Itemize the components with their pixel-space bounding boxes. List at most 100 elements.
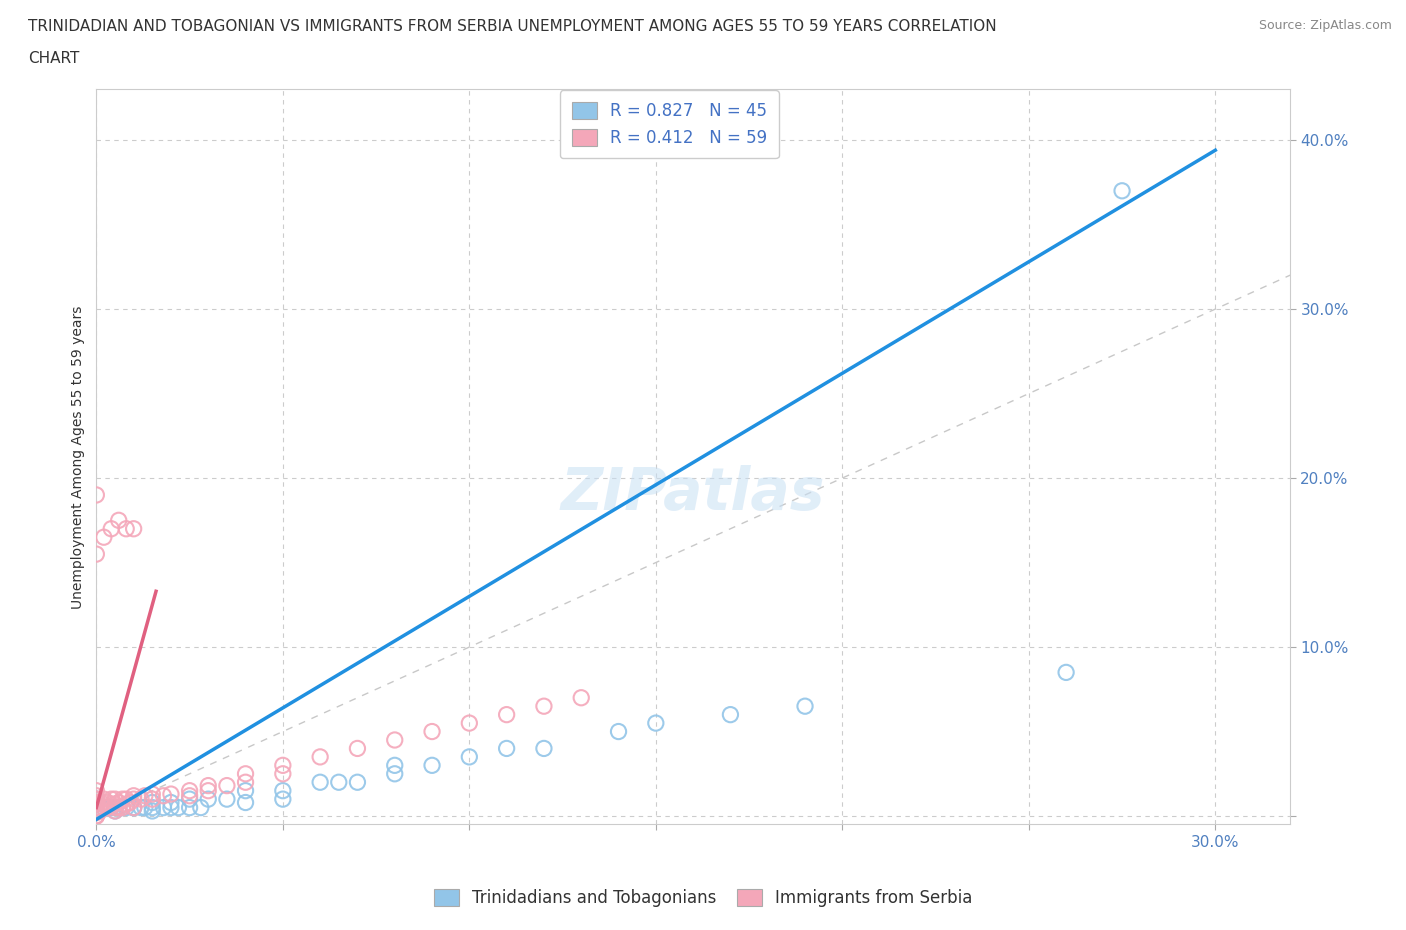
Point xyxy=(271,766,294,781)
Point xyxy=(93,797,115,812)
Point xyxy=(122,800,145,815)
Point xyxy=(104,804,127,818)
Point xyxy=(197,778,219,793)
Point xyxy=(160,800,183,815)
Point xyxy=(86,795,108,810)
Legend: R = 0.827   N = 45, R = 0.412   N = 59: R = 0.827 N = 45, R = 0.412 N = 59 xyxy=(560,90,779,158)
Point xyxy=(569,690,592,705)
Point xyxy=(104,797,127,812)
Point xyxy=(115,522,138,537)
Point xyxy=(86,808,108,823)
Point xyxy=(86,804,108,818)
Text: Source: ZipAtlas.com: Source: ZipAtlas.com xyxy=(1258,19,1392,32)
Point xyxy=(384,758,406,773)
Point xyxy=(129,791,152,806)
Text: ZIPatlas: ZIPatlas xyxy=(561,465,825,523)
Point xyxy=(384,766,406,781)
Point xyxy=(346,741,368,756)
Point xyxy=(179,791,201,806)
Point xyxy=(644,716,666,731)
Point xyxy=(86,791,108,806)
Point xyxy=(107,795,129,810)
Point xyxy=(115,791,138,806)
Point xyxy=(141,800,163,815)
Point xyxy=(495,707,517,722)
Point xyxy=(235,783,257,798)
Point xyxy=(122,789,145,804)
Point xyxy=(122,522,145,537)
Point xyxy=(384,733,406,748)
Point xyxy=(122,791,145,806)
Point xyxy=(104,804,127,818)
Point xyxy=(107,512,129,527)
Point xyxy=(89,804,111,818)
Point xyxy=(100,791,122,806)
Point xyxy=(160,787,183,802)
Point xyxy=(794,698,817,713)
Point xyxy=(720,707,742,722)
Point xyxy=(197,791,219,806)
Point xyxy=(104,800,127,815)
Point xyxy=(235,766,257,781)
Point xyxy=(152,800,174,815)
Point xyxy=(215,778,238,793)
Point xyxy=(495,741,517,756)
Point xyxy=(271,791,294,806)
Point xyxy=(86,797,108,812)
Point xyxy=(86,808,108,823)
Point xyxy=(96,800,118,815)
Point xyxy=(533,741,555,756)
Point xyxy=(152,789,174,804)
Point xyxy=(86,800,108,815)
Point xyxy=(179,783,201,798)
Point xyxy=(190,800,212,815)
Point xyxy=(100,800,122,815)
Point xyxy=(141,795,163,810)
Point xyxy=(93,791,115,806)
Point xyxy=(96,795,118,810)
Point xyxy=(96,800,118,815)
Point xyxy=(134,800,156,815)
Point xyxy=(115,797,138,812)
Point xyxy=(86,791,108,806)
Text: CHART: CHART xyxy=(28,51,80,66)
Legend: Trinidadians and Tobagonians, Immigrants from Serbia: Trinidadians and Tobagonians, Immigrants… xyxy=(423,879,983,917)
Text: TRINIDADIAN AND TOBAGONIAN VS IMMIGRANTS FROM SERBIA UNEMPLOYMENT AMONG AGES 55 : TRINIDADIAN AND TOBAGONIAN VS IMMIGRANTS… xyxy=(28,19,997,33)
Point xyxy=(309,750,332,764)
Point xyxy=(100,522,122,537)
Point xyxy=(420,758,443,773)
Point xyxy=(215,791,238,806)
Point xyxy=(197,783,219,798)
Point xyxy=(86,808,108,823)
Point xyxy=(93,800,115,815)
Point xyxy=(115,800,138,815)
Point xyxy=(160,795,183,810)
Point xyxy=(118,795,141,810)
Point xyxy=(93,530,115,545)
Point xyxy=(167,800,190,815)
Point xyxy=(309,775,332,790)
Point xyxy=(86,789,108,804)
Point xyxy=(533,698,555,713)
Point xyxy=(107,800,129,815)
Point xyxy=(122,800,145,815)
Point xyxy=(129,800,152,815)
Point xyxy=(86,783,108,798)
Point xyxy=(346,775,368,790)
Point xyxy=(86,800,108,815)
Point xyxy=(271,783,294,798)
Point xyxy=(89,800,111,815)
Point xyxy=(141,787,163,802)
Point xyxy=(179,800,201,815)
Point xyxy=(458,750,481,764)
Point xyxy=(141,804,163,818)
Point xyxy=(86,547,108,562)
Point xyxy=(235,795,257,810)
Point xyxy=(179,789,201,804)
Point xyxy=(104,791,127,806)
Point xyxy=(1111,183,1133,198)
Point xyxy=(271,758,294,773)
Point xyxy=(134,789,156,804)
Point xyxy=(107,800,129,815)
Point xyxy=(104,800,127,815)
